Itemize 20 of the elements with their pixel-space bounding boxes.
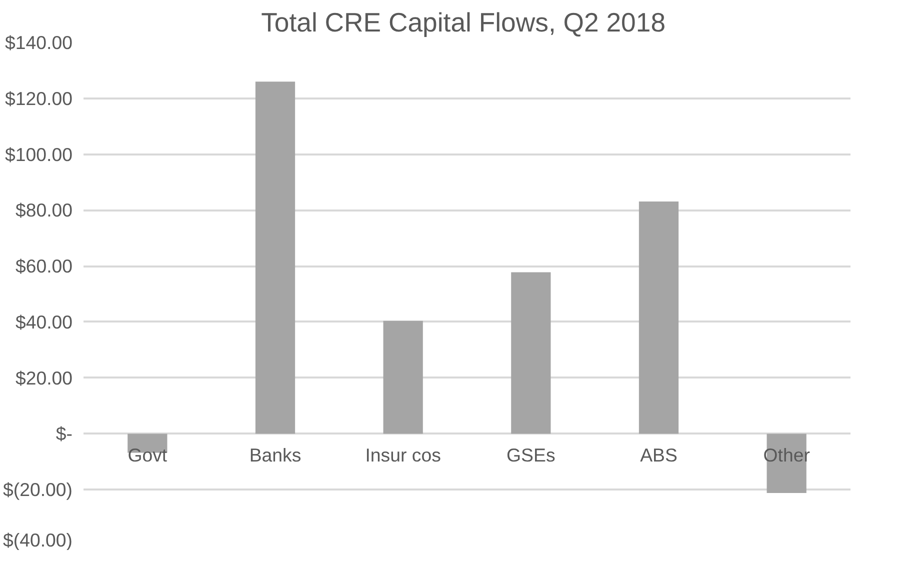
y-tick-label: $80.00 xyxy=(15,200,72,221)
y-tick-label: $100.00 xyxy=(5,144,73,165)
x-tick-label: ABS xyxy=(640,444,678,466)
y-tick-label: $60.00 xyxy=(15,256,72,277)
chart-title: Total CRE Capital Flows, Q2 2018 xyxy=(261,8,666,38)
y-tick-label: $40.00 xyxy=(15,311,72,332)
y-tick-label: $140.00 xyxy=(5,32,73,53)
x-tick-label: Govt xyxy=(128,444,168,466)
y-tick-label: $(20.00) xyxy=(3,479,73,500)
x-tick-label: GSEs xyxy=(506,444,556,466)
x-tick-label: Banks xyxy=(249,444,302,466)
bar xyxy=(255,82,296,434)
y-tick-label: $120.00 xyxy=(5,88,73,109)
bar xyxy=(383,320,423,434)
bar xyxy=(638,202,679,434)
x-tick-label: Insur cos xyxy=(365,444,441,466)
y-tick-label: $- xyxy=(56,423,73,444)
bar xyxy=(511,272,551,434)
y-tick-label: $(40.00) xyxy=(3,530,73,550)
y-tick-label: $20.00 xyxy=(15,367,72,388)
